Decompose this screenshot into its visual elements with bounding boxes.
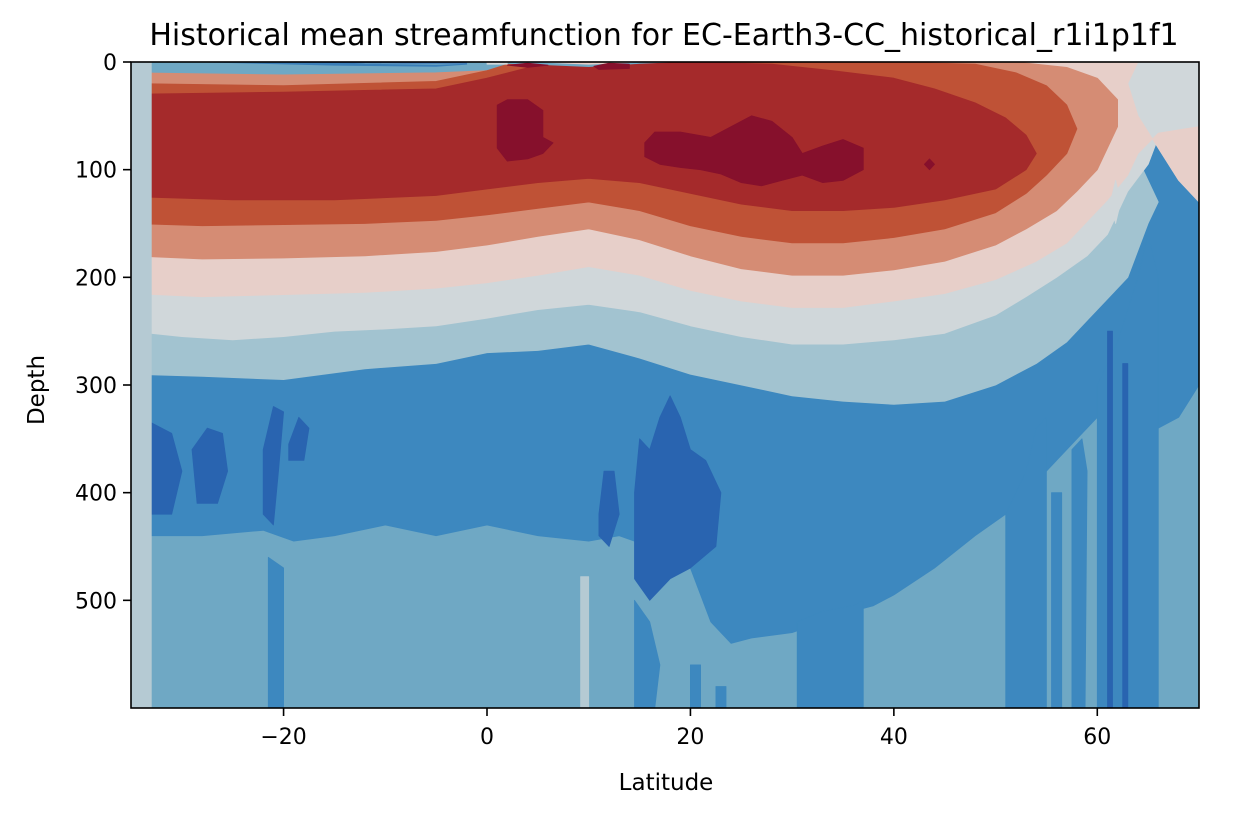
contour-region-17 [634, 395, 722, 601]
contour-region-13 [191, 427, 229, 504]
x-tick-label: 40 [880, 725, 908, 750]
contour-region-35 [593, 62, 630, 70]
x-tick-label: 20 [676, 725, 704, 750]
contour-region-37 [131, 62, 152, 708]
contour-region-32 [644, 115, 864, 187]
contour-region-10 [1071, 438, 1088, 708]
contour-region-8 [1005, 416, 1047, 708]
contour-region-3 [267, 556, 285, 708]
contour-region-15 [288, 416, 310, 461]
contour-region-16 [598, 470, 620, 547]
chart-title: Historical mean streamfunction for EC-Ea… [149, 18, 1178, 53]
contour-region-9 [1051, 492, 1063, 708]
contour-region-41 [1110, 179, 1122, 224]
x-tick-label: −20 [260, 725, 306, 750]
contour-region-36 [580, 576, 590, 708]
plot-area [131, 62, 1199, 708]
x-tick-label: 0 [480, 725, 494, 750]
y-tick-label: 200 [75, 266, 117, 291]
contour-region-4 [634, 599, 661, 708]
contour-region-18 [1107, 330, 1113, 708]
x-tick-label: 60 [1083, 725, 1111, 750]
y-tick-label: 300 [75, 374, 117, 399]
contour-region-31 [496, 99, 554, 162]
y-tick-label: 400 [75, 482, 117, 507]
y-tick-label: 100 [75, 159, 117, 184]
contour-region-5 [690, 664, 701, 708]
y-axis: 0 100 200 300 400 500 [75, 51, 131, 614]
contour-region-7 [796, 599, 864, 708]
contour-region-33 [924, 158, 935, 171]
contour-region-34 [506, 62, 549, 68]
contour-region-19 [1122, 363, 1129, 708]
y-tick-label: 500 [75, 589, 117, 614]
contour-region-6 [715, 686, 727, 708]
x-axis-label: Latitude [619, 770, 714, 796]
x-axis: −20 0 20 40 60 [260, 708, 1111, 750]
y-axis-label: Depth [24, 355, 50, 425]
y-tick-label: 0 [103, 51, 117, 76]
contour-region-14 [262, 406, 285, 526]
